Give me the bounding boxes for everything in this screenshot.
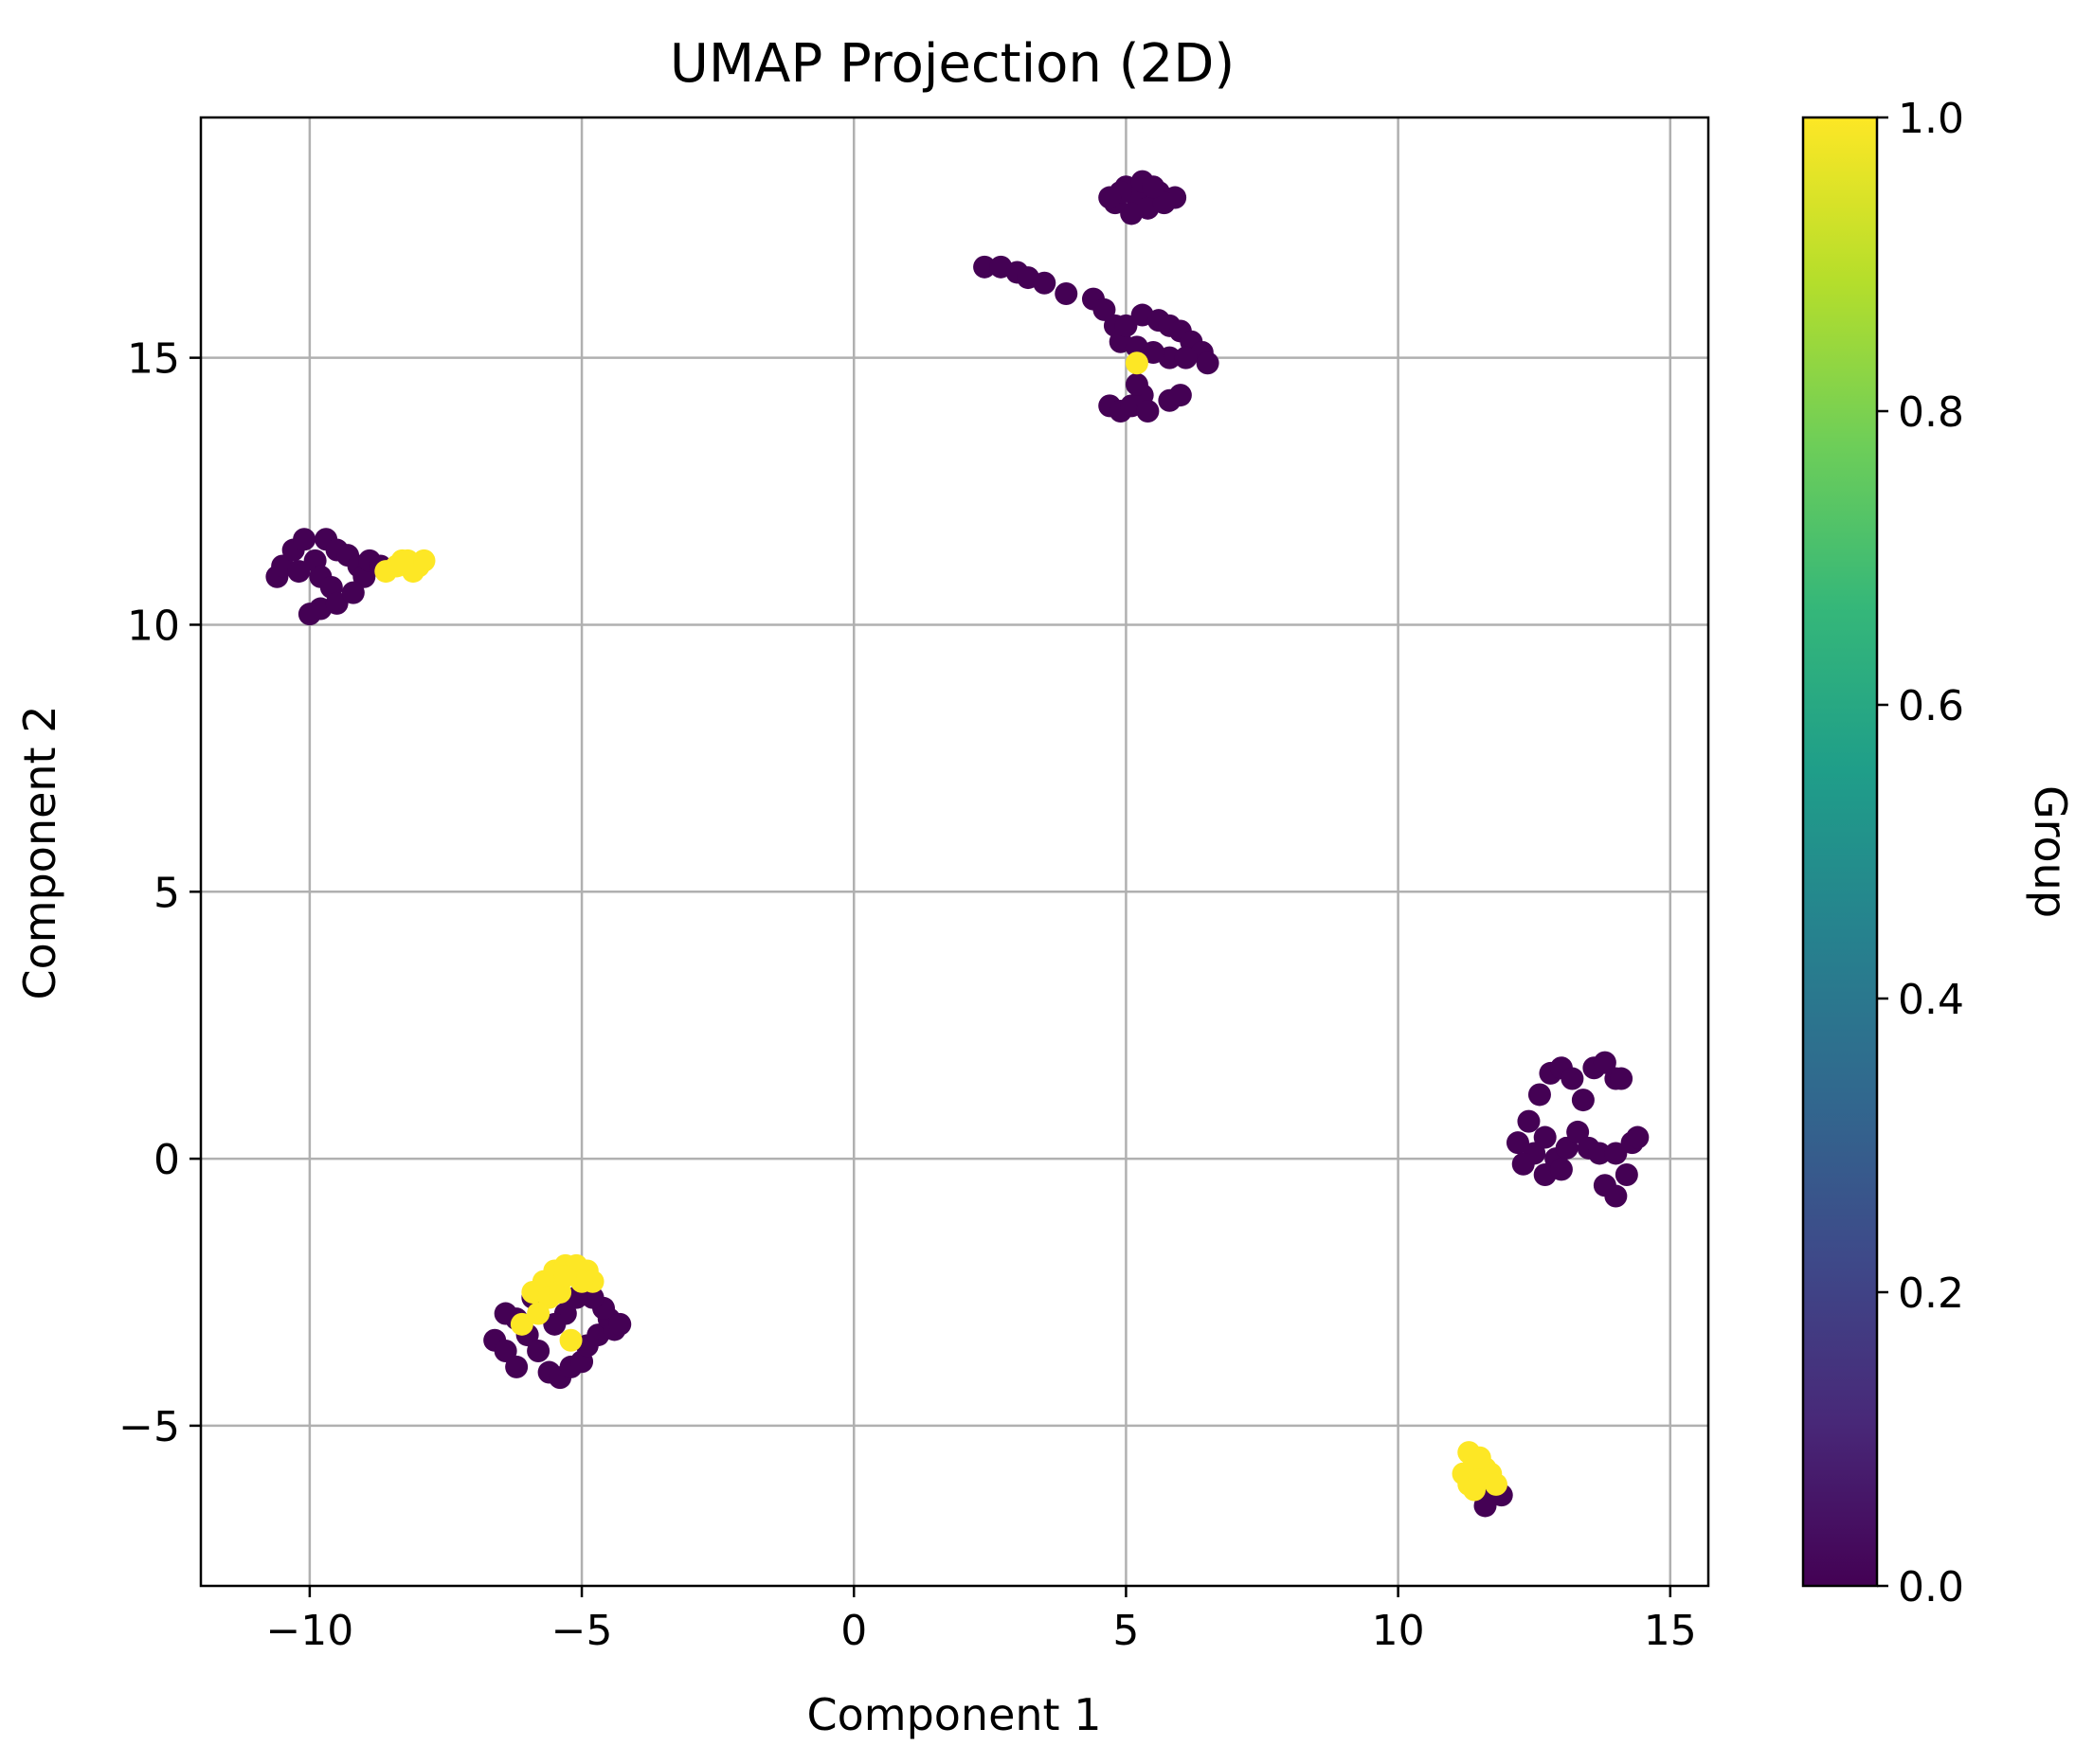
scatter-point — [1593, 1051, 1616, 1074]
scatter-point — [1168, 384, 1192, 407]
scatter-point — [1136, 400, 1160, 423]
scatter-point — [1610, 1067, 1633, 1090]
colorbar-tick-label: 0.8 — [1898, 388, 1964, 437]
scatter-point — [608, 1312, 632, 1336]
scatter-point — [1517, 1109, 1541, 1133]
scatter-point — [1626, 1125, 1650, 1149]
scatter-point — [581, 1286, 604, 1309]
scatter-point — [1152, 191, 1176, 215]
scatter-point — [559, 1328, 583, 1352]
scatter-point — [1463, 1478, 1487, 1502]
scatter-point — [505, 1355, 529, 1378]
scatter-point — [1125, 372, 1148, 396]
scatter-point — [1120, 202, 1144, 225]
colorbar-tick-label: 0.0 — [1898, 1563, 1964, 1611]
plot-frame — [199, 116, 1710, 1588]
scatter-point — [1561, 1067, 1584, 1090]
scatter-point — [1555, 1136, 1579, 1160]
x-axis-label: Component 1 — [807, 1689, 1102, 1740]
scatter-point — [1098, 186, 1122, 209]
scatter-point — [1125, 351, 1148, 375]
series-1 — [374, 351, 1507, 1502]
scatter-point — [1174, 346, 1198, 369]
y-tick-label: 0 — [153, 1136, 180, 1184]
scatter-point — [1511, 1152, 1535, 1176]
scatter-point — [1142, 175, 1165, 199]
scatter-point — [1196, 351, 1219, 375]
colorbar-tick-label: 0.2 — [1898, 1269, 1964, 1318]
y-tick-label: 15 — [127, 335, 180, 384]
scatter-point — [1142, 341, 1165, 364]
scatter-point — [1549, 1158, 1573, 1181]
scatter-point — [293, 528, 316, 551]
scatter-point — [510, 1312, 533, 1336]
colorbar-tick-label: 0.4 — [1898, 976, 1964, 1024]
colorbar-axis: 0.0 0.2 0.4 0.6 0.8 1.0 — [1877, 95, 1964, 1611]
scatter-point — [287, 560, 311, 584]
scatter-point — [341, 581, 365, 604]
scatter-point — [494, 1340, 517, 1362]
scatter-point — [1615, 1163, 1638, 1186]
x-tick-label: 0 — [840, 1607, 867, 1655]
scatter-point — [1468, 1446, 1491, 1469]
scatter-point — [1588, 1142, 1612, 1165]
y-axis-label: Component 2 — [14, 706, 65, 1000]
scatter-point — [1473, 1494, 1497, 1518]
scatter-point — [1533, 1125, 1557, 1149]
colorbar-tick-label: 0.6 — [1898, 682, 1964, 730]
scatter-point — [543, 1312, 567, 1336]
scatter-point — [1033, 271, 1056, 295]
y-tick-label: −5 — [118, 1403, 180, 1451]
scatter-point — [298, 603, 321, 626]
scatter-point — [527, 1302, 550, 1325]
scatter-point — [1566, 1120, 1590, 1143]
scatter-point — [494, 1302, 517, 1325]
y-tick-label: 5 — [153, 869, 180, 917]
scatter-point — [1484, 1472, 1507, 1496]
x-tick-label: 5 — [1112, 1607, 1139, 1655]
scatter-point — [1571, 1089, 1595, 1112]
y-tick-label: 10 — [127, 602, 180, 650]
x-tick-label: 15 — [1644, 1607, 1697, 1655]
y-axis: −5 0 5 10 15 — [118, 335, 201, 1451]
scatter-point — [527, 1340, 550, 1362]
scatter-point — [390, 549, 414, 572]
scatter-points — [265, 170, 1650, 1518]
colorbar — [1801, 116, 1879, 1588]
scatter-point — [1604, 1142, 1628, 1165]
scatter-point — [1055, 282, 1078, 305]
series-0 — [265, 170, 1650, 1518]
scatter-point — [1092, 297, 1116, 321]
colorbar-label: Group — [2025, 785, 2075, 918]
x-tick-label: 10 — [1372, 1607, 1425, 1655]
grid-lines — [201, 117, 1708, 1586]
x-axis: −10 −5 0 5 10 15 — [265, 1586, 1697, 1655]
chart-title: UMAP Projection (2D) — [670, 33, 1235, 95]
x-tick-label: −5 — [551, 1607, 613, 1655]
scatter-point — [1114, 314, 1138, 337]
x-tick-label: −10 — [265, 1607, 353, 1655]
scatter-point — [973, 255, 997, 279]
scatter-point — [553, 1265, 577, 1288]
scatter-point — [1527, 1083, 1551, 1107]
colorbar-tick-label: 1.0 — [1898, 95, 1964, 143]
scatter-point — [1506, 1131, 1529, 1155]
scatter-point — [325, 591, 349, 615]
scatter-point — [1604, 1184, 1628, 1208]
